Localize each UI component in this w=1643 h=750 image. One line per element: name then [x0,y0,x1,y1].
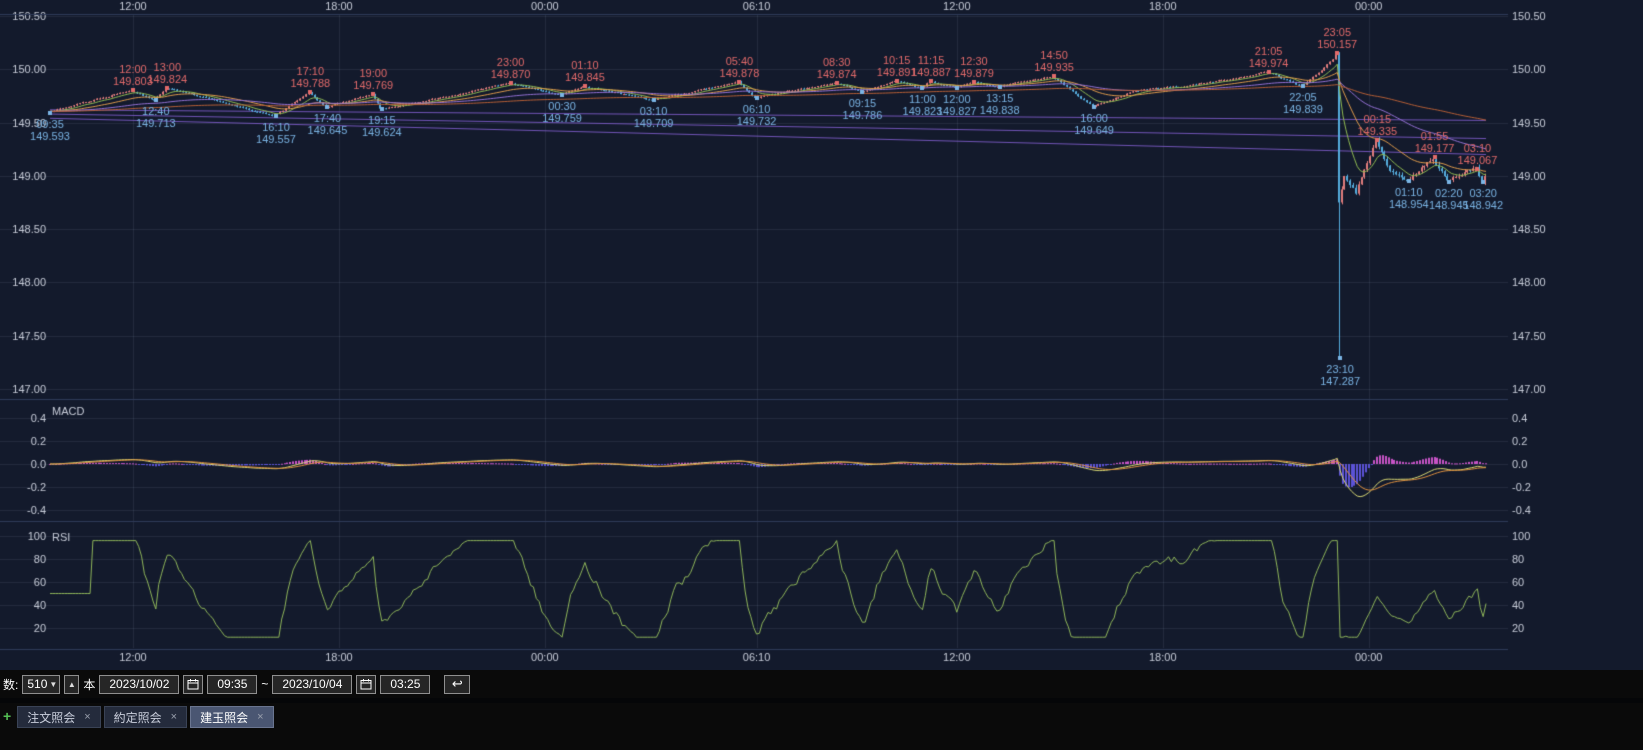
new-tab-icon[interactable]: + [3,708,12,724]
chevron-up-icon[interactable]: ▲ [64,674,80,694]
bottom-tab-bar: + 注文照会 × 約定照会 × 建玉照会 × [0,703,1643,750]
bar-count-input[interactable]: 510 ▼ [22,674,61,694]
time-to-input[interactable]: 03:25 [380,674,431,694]
bar-unit-label: 本 [83,677,96,692]
chart-toolbar: 数: 510 ▼ ▲ 本 2023/10/02 09:35 ~ 2023/10/… [0,670,1643,698]
time-from-input[interactable]: 09:35 [207,674,258,694]
tab-label: 建玉照会 [200,710,249,725]
close-icon[interactable]: × [170,711,178,723]
tab-label: 約定照会 [113,710,162,725]
calendar-icon [187,679,199,690]
undo-arrow-icon: ↩ [451,676,463,691]
bar-count-value: 510 [27,677,48,691]
date-to-input[interactable]: 2023/10/04 [272,674,353,694]
calendar-icon [360,679,372,690]
date-from-input[interactable]: 2023/10/02 [99,674,180,694]
calendar-from-button[interactable] [183,674,204,694]
chart-canvas[interactable] [0,0,1643,670]
close-icon[interactable]: × [257,711,264,723]
tab-order-inquiry[interactable]: 注文照会 × [17,706,101,728]
close-icon[interactable]: × [84,711,91,723]
tab-label: 注文照会 [27,710,76,725]
bar-count-label: 数: [3,677,19,692]
calendar-to-button[interactable] [356,674,377,694]
range-separator: ~ [261,677,269,691]
tab-position-inquiry[interactable]: 建玉照会 × [190,706,274,728]
tab-execution-inquiry[interactable]: 約定照会 × [103,706,188,728]
chevron-down-icon[interactable]: ▼ [49,679,58,689]
revert-button[interactable]: ↩ [444,674,471,694]
